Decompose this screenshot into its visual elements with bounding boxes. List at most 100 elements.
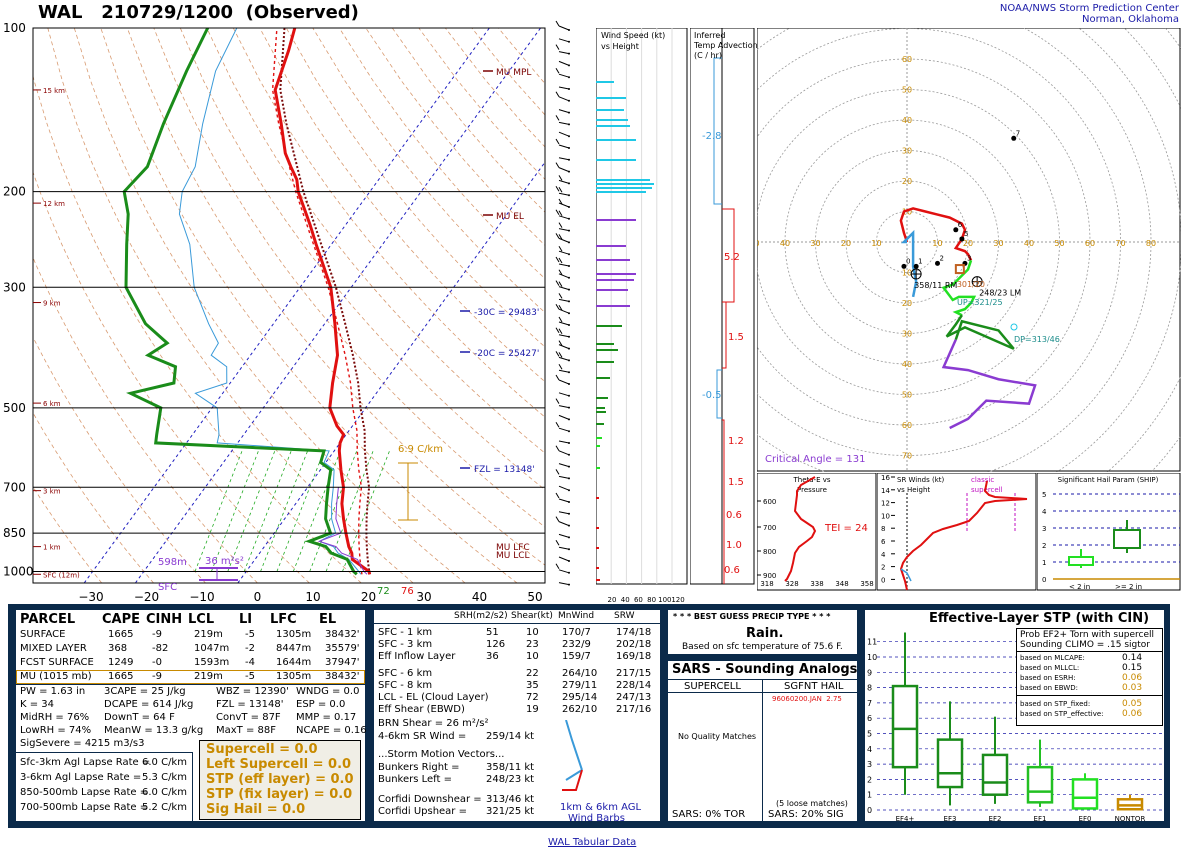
height-label: 9 km [43, 300, 61, 308]
org-location: Norman, Oklahoma [1082, 14, 1179, 25]
barb-dot [568, 194, 570, 197]
brn-shear: BRN Shear = 26 m²/s² [378, 718, 489, 729]
theta-title2: Pressure [797, 486, 827, 494]
sr-wind-value: 259/14 kt [486, 731, 535, 742]
temp-axis-label: −10 [189, 590, 214, 604]
kin-cell: 174/18 [616, 627, 652, 638]
wind-barb [555, 67, 570, 79]
barb-dot [568, 276, 570, 279]
wind-barb [558, 293, 570, 303]
barb-dot [568, 489, 570, 492]
mean-wind-box [954, 264, 965, 275]
index-value: MMP = 0.17 [296, 712, 357, 723]
index-value: NCAPE = 0.16 [296, 725, 367, 736]
wind-barb [555, 351, 570, 362]
srw-y-label: 12 [881, 500, 890, 508]
stp-y-label: 1 [867, 791, 872, 800]
hodo-point-label: 0 [906, 257, 910, 265]
divider [192, 752, 193, 821]
barb-feather [555, 115, 560, 121]
parcel-cell: 219m [194, 671, 223, 682]
barb-staff [558, 485, 570, 491]
stp-title: Effective-Layer STP (with CIN) [929, 611, 1150, 626]
parcel-header: LFC [270, 612, 297, 627]
barb-staff [558, 569, 570, 574]
stp-based-label: based on EBWD: [1020, 684, 1078, 692]
ship-frame [1037, 473, 1181, 591]
wind-barb [555, 563, 570, 574]
sars-tor: SARS: 0% TOR [672, 809, 746, 820]
barb-staff [558, 450, 570, 456]
barb-dot [568, 583, 570, 586]
ship-y-label: 0 [1042, 576, 1046, 584]
wind-barb [558, 463, 570, 468]
parcel-cell: SURFACE [20, 629, 66, 640]
barb-feather [555, 327, 560, 334]
barb-dot [568, 147, 570, 149]
kin-cell: 23 [526, 639, 539, 650]
dry-adiabat [73, 28, 466, 583]
pressure-label: 200 [3, 185, 26, 199]
kin-header: SRW [614, 611, 635, 621]
temp-axis-label: 0 [254, 590, 262, 604]
lapse-label: 850-500mb Lapse Rate = [20, 787, 149, 798]
stp-category-label: EF1 [1034, 815, 1047, 822]
parcel-cell: -9 [152, 629, 162, 640]
wind-barb [558, 440, 570, 444]
dry-adiabat [312, 28, 545, 314]
barb-feather [558, 281, 563, 287]
observed-label: (Observed) [245, 2, 359, 23]
ship-y-label: 2 [1042, 542, 1046, 550]
temp-axis-label: −30 [78, 590, 103, 604]
ship-y-label: 4 [1042, 508, 1047, 516]
barb-dot [568, 40, 570, 43]
hodo-ring-label: 70 [902, 452, 912, 461]
barb-feather [558, 257, 563, 264]
barb-dot [568, 512, 570, 515]
kin-upper [565, 720, 583, 771]
barb-feather [555, 469, 560, 475]
wspd-axis-label: 60 [634, 596, 643, 604]
barb-staff [558, 556, 570, 562]
barb-staff [558, 96, 570, 102]
hodo-y-label: 10 [902, 208, 912, 217]
hodo-point [901, 263, 907, 269]
wind-barb [558, 109, 570, 114]
barb-staff [558, 237, 570, 243]
hodo-x-label: 20 [963, 239, 973, 248]
barb-dot [568, 253, 570, 256]
parcel-cell: 368 [108, 643, 128, 654]
barb-dot [568, 571, 570, 574]
dry-adiabat [259, 28, 545, 383]
theta-profile [317, 487, 368, 575]
barb-staff [558, 427, 570, 432]
barb-dot [568, 170, 570, 173]
barb-staff [558, 369, 570, 373]
pressure-label: 700 [3, 480, 26, 494]
wind-barb [558, 533, 570, 539]
tabular-data-link[interactable]: WAL Tabular Data [548, 837, 637, 848]
tadv-warm-3 [722, 419, 725, 584]
barb-feather [558, 316, 563, 323]
motion-label: Bunkers Right = [378, 762, 460, 773]
lapse-value: 5.3 C/km [142, 772, 187, 783]
kin-cell: 295/14 [562, 692, 598, 703]
virtual-parcel [271, 28, 363, 575]
barb-feather [555, 91, 560, 98]
precip-note: Based on sfc temperature of 75.6 F. [682, 642, 843, 652]
stp-y-label: 4 [867, 745, 872, 754]
srw-title2: vs Height [897, 486, 930, 494]
critical-angle: Critical Angle = 131 [765, 454, 865, 465]
hodo-point-label: 2 [940, 254, 944, 262]
sfc-temp-label: 76 [401, 586, 414, 597]
hodo-y-label: 20 [902, 177, 912, 186]
motion-value: 313/46 kt [486, 794, 535, 805]
hodo-green-seg [945, 314, 1015, 350]
dry-adiabat [153, 28, 545, 528]
dry-adiabat [391, 28, 545, 213]
kin-header: SRH(m2/s2) [454, 611, 508, 621]
theta-x-label: 348 [835, 580, 848, 588]
kin-header: Shear(kt) [511, 611, 553, 621]
hodo-point-label: 1 [918, 257, 922, 265]
kin-cell: 262/10 [562, 704, 598, 715]
